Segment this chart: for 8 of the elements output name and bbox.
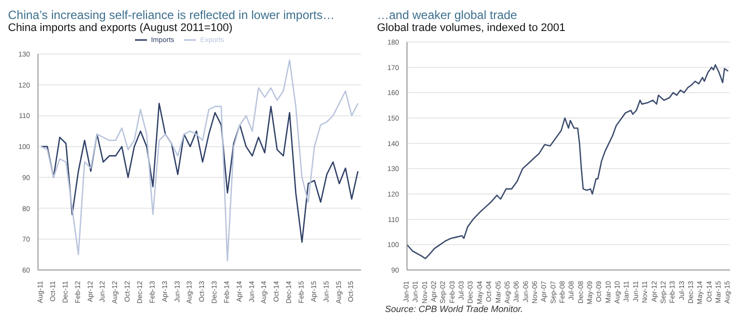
line-series [40,60,359,262]
line-series [407,64,729,260]
chart-title: China’s increasing self-reliance is reflected in lower imports… [8,8,336,22]
chart-subtitle: China imports and exports (August 2011=100) [8,22,234,34]
chart-subtitle: Global trade volumes, indexed to 2001 [377,22,566,34]
chart-title: …and weaker global trade [377,8,518,22]
line-series [40,102,359,243]
source-note: Source: CPB World Trade Monitor. [385,304,524,314]
